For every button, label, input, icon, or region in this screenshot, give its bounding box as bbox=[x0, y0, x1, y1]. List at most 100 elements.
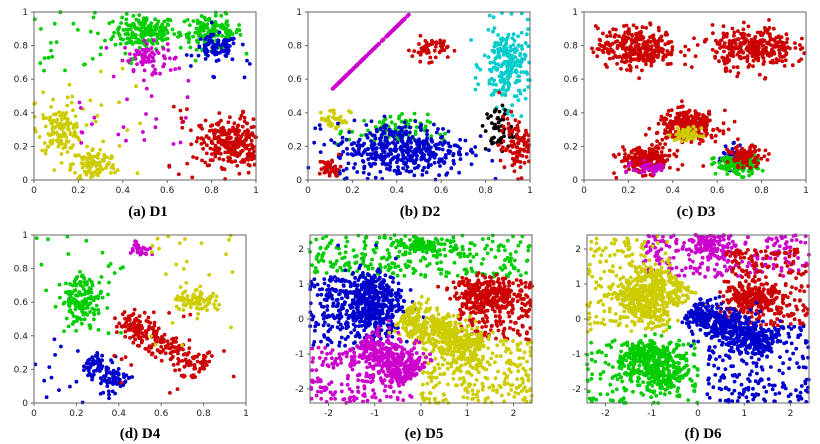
point-red bbox=[231, 374, 236, 379]
point-green bbox=[121, 37, 125, 42]
point-red bbox=[132, 307, 137, 312]
point-red bbox=[624, 23, 629, 28]
point-cyan bbox=[517, 44, 521, 48]
point-blue bbox=[421, 144, 426, 148]
point-red bbox=[710, 47, 715, 52]
point-yellow bbox=[183, 289, 188, 294]
point-magenta bbox=[366, 51, 371, 56]
point-blue bbox=[319, 339, 323, 344]
point-red bbox=[637, 48, 641, 53]
point-cyan bbox=[525, 17, 530, 22]
point-green bbox=[34, 236, 39, 241]
point-green bbox=[324, 271, 329, 275]
point-blue bbox=[457, 170, 461, 175]
point-red bbox=[168, 391, 172, 395]
point-blue bbox=[53, 353, 57, 357]
point-yellow bbox=[185, 294, 190, 299]
point-green bbox=[92, 317, 96, 322]
point-red bbox=[713, 133, 718, 138]
point-yellow bbox=[190, 294, 195, 298]
point-cyan bbox=[474, 63, 479, 67]
point-cyan bbox=[524, 70, 529, 74]
x-tick-label: 0.8 bbox=[478, 186, 493, 196]
point-red bbox=[639, 149, 643, 154]
point-red bbox=[512, 151, 516, 156]
point-magenta bbox=[172, 56, 177, 61]
point-magenta bbox=[173, 67, 178, 71]
point-green bbox=[126, 32, 131, 37]
point-red bbox=[518, 147, 523, 152]
point-blue bbox=[364, 123, 369, 127]
point-green bbox=[93, 308, 97, 312]
point-red bbox=[720, 55, 725, 60]
point-red bbox=[603, 41, 608, 46]
point-cyan bbox=[495, 41, 500, 45]
y-tick-label: 0.6 bbox=[564, 75, 579, 85]
point-red bbox=[680, 163, 685, 167]
point-blue bbox=[100, 353, 104, 358]
point-green bbox=[112, 271, 117, 275]
point-cyan bbox=[512, 63, 516, 68]
point-red bbox=[152, 324, 157, 328]
point-blue bbox=[438, 140, 443, 145]
point-blue bbox=[440, 157, 444, 162]
point-magenta bbox=[358, 60, 362, 64]
point-green bbox=[172, 32, 177, 36]
x-tick-label: 0.4 bbox=[390, 186, 405, 196]
point-green bbox=[455, 273, 460, 278]
point-cyan bbox=[496, 50, 501, 54]
point-red bbox=[617, 152, 621, 157]
point-magenta bbox=[347, 70, 352, 75]
point-blue bbox=[211, 50, 216, 55]
point-green bbox=[440, 237, 444, 242]
point-red bbox=[195, 354, 199, 359]
point-red bbox=[249, 138, 254, 143]
point-cyan bbox=[487, 81, 492, 86]
point-red bbox=[751, 64, 755, 69]
point-red bbox=[647, 126, 652, 131]
x-tick-label: 0.8 bbox=[196, 409, 211, 419]
point-blue bbox=[447, 149, 451, 154]
point-black bbox=[492, 125, 497, 130]
point-blue bbox=[222, 37, 227, 42]
point-green bbox=[338, 251, 342, 256]
point-red bbox=[666, 153, 671, 158]
point-red bbox=[629, 32, 634, 37]
point-cyan bbox=[510, 36, 515, 40]
x-tick-label: 0.2 bbox=[71, 186, 85, 196]
point-green bbox=[387, 251, 391, 256]
point-magenta bbox=[142, 138, 147, 142]
point-green bbox=[398, 268, 403, 272]
point-green bbox=[170, 27, 175, 32]
point-green bbox=[460, 244, 465, 249]
point-blue bbox=[424, 158, 428, 163]
point-green bbox=[399, 240, 404, 245]
point-yellow bbox=[199, 241, 204, 246]
point-blue bbox=[393, 149, 398, 154]
points-group bbox=[590, 18, 807, 180]
point-cyan bbox=[516, 98, 521, 102]
point-magenta bbox=[144, 86, 149, 91]
point-red bbox=[205, 163, 210, 168]
point-red bbox=[725, 160, 730, 164]
point-magenta bbox=[135, 62, 139, 66]
point-yellow bbox=[86, 160, 91, 165]
point-yellow bbox=[349, 110, 353, 115]
point-red bbox=[721, 121, 726, 126]
point-yellow bbox=[59, 122, 64, 127]
point-yellow bbox=[183, 237, 187, 241]
point-blue bbox=[379, 157, 384, 162]
point-green bbox=[345, 239, 350, 244]
point-blue bbox=[367, 172, 371, 177]
point-red bbox=[640, 35, 645, 39]
point-red bbox=[185, 352, 190, 357]
point-cyan bbox=[491, 29, 495, 34]
point-green bbox=[479, 262, 484, 266]
point-yellow bbox=[91, 147, 95, 152]
point-yellow bbox=[55, 138, 59, 143]
point-yellow bbox=[75, 125, 79, 129]
point-red bbox=[746, 24, 751, 29]
point-magenta bbox=[144, 112, 148, 116]
point-blue bbox=[109, 371, 114, 376]
point-blue bbox=[97, 368, 101, 373]
